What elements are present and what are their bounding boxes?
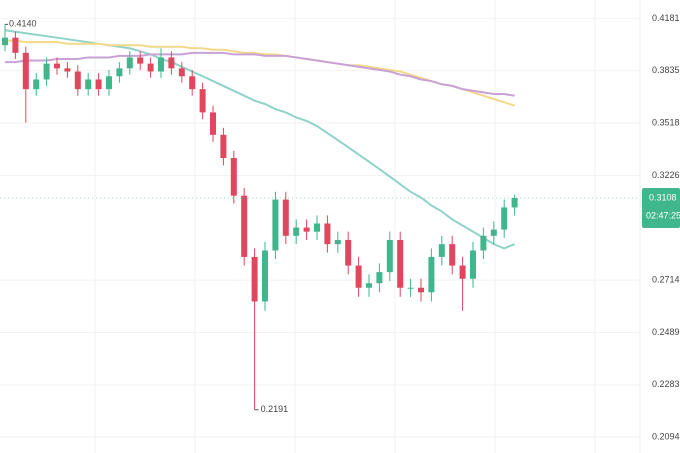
candle-body — [334, 239, 341, 245]
candle-body — [501, 207, 508, 230]
candle-body — [345, 239, 352, 266]
candle-body — [64, 68, 71, 72]
candle-body — [397, 239, 404, 288]
candle-body — [95, 79, 102, 90]
candle-body — [22, 52, 29, 90]
candle-body — [54, 63, 60, 69]
candle-body — [137, 57, 144, 64]
candle-body — [189, 76, 196, 90]
candle-body — [470, 250, 476, 279]
candle-body — [490, 229, 497, 236]
candle-body — [272, 199, 279, 251]
candle-body — [438, 244, 445, 257]
candle-body — [314, 223, 320, 232]
candle-body — [168, 57, 175, 69]
candle-body — [511, 198, 518, 208]
candle-body — [2, 37, 8, 46]
candle-body — [366, 283, 372, 288]
candle-body — [106, 76, 112, 90]
last-price-label: 0.3108 — [649, 192, 677, 202]
y-tick-label: 0.2094 — [652, 432, 680, 442]
candle-body — [210, 112, 216, 135]
moving-average-line — [4, 29, 515, 250]
candle-body — [241, 195, 248, 257]
y-tick-label: 0.3518 — [652, 117, 680, 127]
candle-body — [251, 256, 258, 302]
candle-body — [262, 250, 268, 302]
candle-body — [449, 244, 456, 266]
y-tick-label: 0.4181 — [652, 13, 680, 23]
candle-body — [178, 68, 185, 77]
countdown-label: 02:47:25 — [646, 210, 680, 220]
candle-body — [126, 57, 133, 69]
candle-body — [158, 57, 164, 72]
candle-body — [85, 79, 92, 90]
y-tick-label: 0.2714 — [652, 274, 680, 284]
y-tick-label: 0.2283 — [652, 379, 680, 389]
y-tick-label: 0.3226 — [652, 170, 680, 180]
candle-body — [43, 63, 50, 80]
candle-body — [33, 79, 40, 90]
last-price-tag — [642, 188, 680, 229]
candle-body — [293, 227, 300, 236]
candle-body — [376, 272, 383, 284]
candle-body — [116, 68, 123, 77]
candle-body — [428, 256, 435, 293]
moving-average-line — [5, 51, 515, 97]
candle-body — [220, 134, 227, 159]
candle-body — [355, 265, 362, 288]
candle-body — [282, 199, 289, 236]
candle-body — [147, 63, 154, 72]
y-tick-label: 0.3835 — [652, 65, 680, 75]
candle-body — [199, 89, 206, 113]
candle-body — [459, 265, 466, 279]
candle-body — [303, 227, 310, 232]
candle-body — [324, 223, 331, 245]
low-label: 0.2191 — [261, 404, 289, 414]
moving-average-line — [5, 39, 515, 107]
candle-body — [386, 239, 393, 273]
candle-body — [12, 37, 19, 53]
candle-body — [74, 71, 81, 90]
candle-body — [407, 287, 414, 289]
candle-body — [418, 287, 424, 293]
y-tick-label: 0.2489 — [652, 327, 680, 337]
high-label: 0.4140 — [9, 19, 37, 29]
candle-body — [230, 158, 237, 196]
candle-body — [480, 235, 487, 251]
